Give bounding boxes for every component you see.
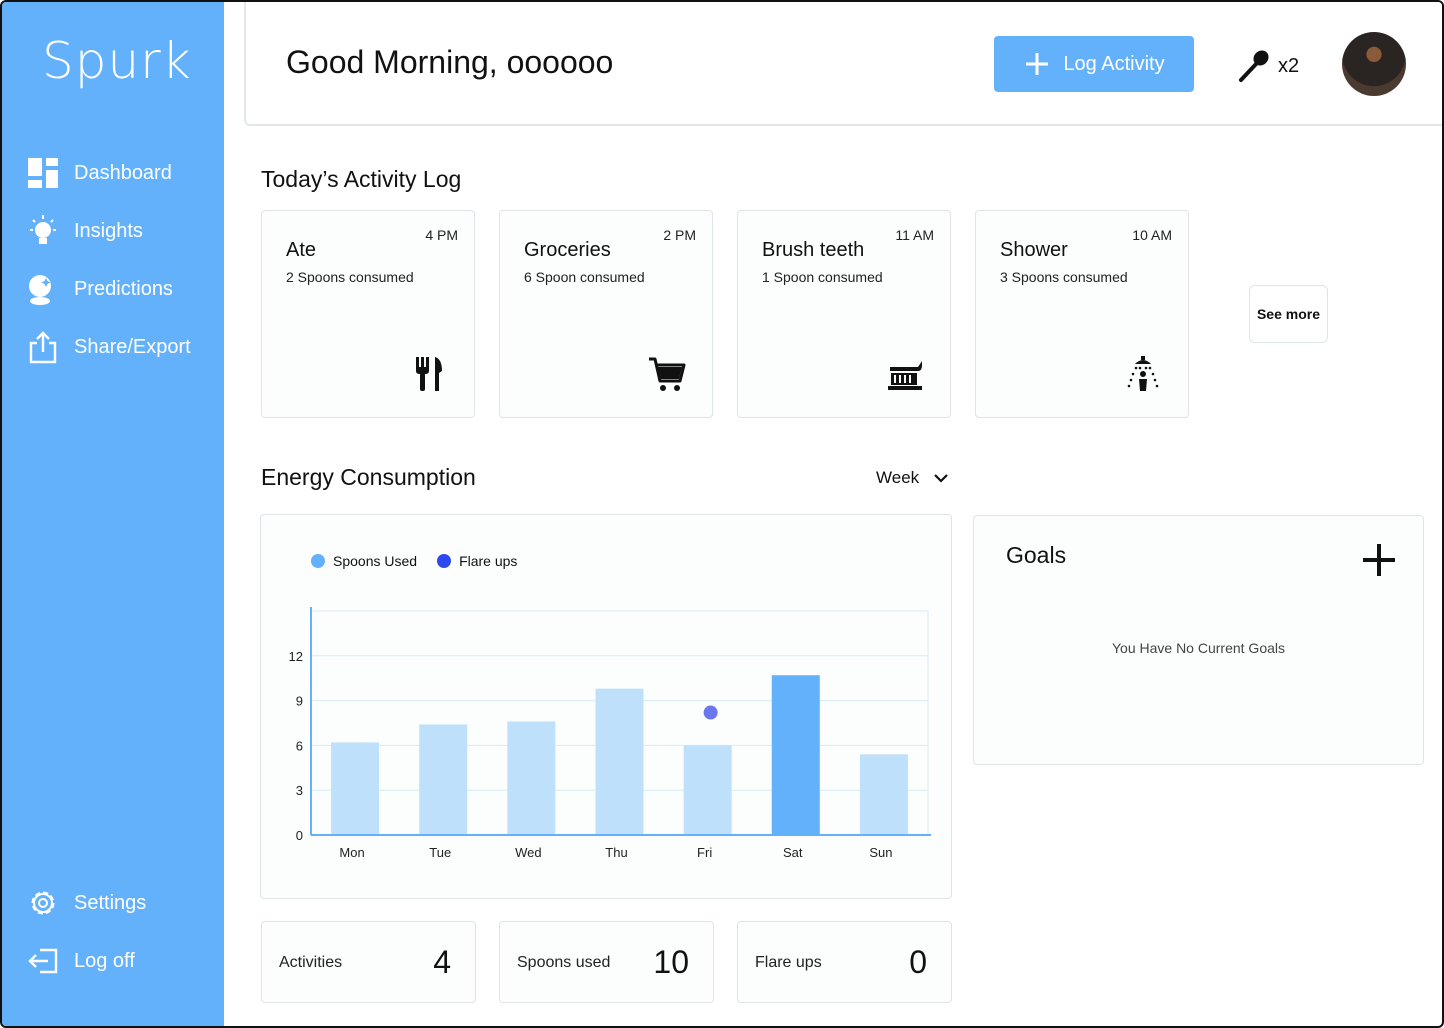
x-tick-label: Wed bbox=[515, 845, 542, 860]
x-tick-label: Sat bbox=[783, 845, 803, 860]
sidebar-item-settings[interactable]: Settings bbox=[26, 886, 146, 920]
activity-spoons: 1 Spoon consumed bbox=[762, 269, 883, 285]
activity-time: 2 PM bbox=[663, 227, 696, 243]
lightbulb-icon bbox=[30, 215, 56, 244]
sidebar-item-share-export[interactable]: Share/Export bbox=[26, 330, 191, 364]
bar-tue bbox=[419, 724, 468, 835]
activity-log-title: Today’s Activity Log bbox=[261, 166, 462, 192]
gear-icon bbox=[31, 891, 55, 915]
goals-title: Goals bbox=[1006, 542, 1067, 568]
bar-thu bbox=[595, 688, 644, 835]
spoon-counter: x2 bbox=[1236, 48, 1299, 84]
bar-sun bbox=[859, 754, 908, 835]
period-dropdown[interactable]: Week bbox=[876, 468, 949, 488]
cart-icon bbox=[649, 357, 686, 391]
sidebar-item-dashboard[interactable]: Dashboard bbox=[26, 156, 172, 190]
greeting: Good Morning, oooooo bbox=[286, 44, 614, 80]
x-tick-label: Sun bbox=[869, 845, 892, 860]
legend-swatch bbox=[437, 554, 452, 568]
sidebar-item-label: Log off bbox=[74, 949, 135, 972]
see-more-button[interactable]: See more bbox=[1249, 285, 1328, 343]
add-goal-button[interactable] bbox=[1359, 540, 1399, 580]
sidebar-item-predictions[interactable]: Predictions bbox=[26, 272, 173, 306]
bar-sat bbox=[771, 675, 820, 835]
sidebar-item-label: Settings bbox=[74, 891, 147, 914]
stat-label: Flare ups bbox=[755, 954, 822, 971]
activity-name: Shower bbox=[1000, 239, 1068, 261]
toothbrush-icon bbox=[888, 361, 922, 390]
goals-empty-text: You Have No Current Goals bbox=[1111, 640, 1286, 656]
energy-chart: 0 3 6 9 12 Mon Tue Wed Thu Fri Sat Sun bbox=[289, 607, 931, 860]
x-tick-label: Mon bbox=[339, 845, 364, 860]
goals-card: Goals You Have No Current Goals bbox=[973, 515, 1424, 765]
legend-label: Spoons Used bbox=[333, 553, 418, 569]
activity-card[interactable]: 10 AM Shower 3 Spoons consumed bbox=[975, 210, 1189, 418]
activity-spoons: 6 Spoon consumed bbox=[524, 269, 645, 285]
stat-activities: Activities 4 bbox=[261, 921, 476, 1003]
sidebar-item-log-off[interactable]: Log off bbox=[26, 944, 135, 978]
legend-item-spoons: Spoons Used bbox=[311, 553, 417, 569]
energy-title: Energy Consumption bbox=[261, 464, 476, 490]
legend-label: Flare ups bbox=[459, 553, 518, 569]
stat-value: 10 bbox=[653, 944, 689, 980]
sidebar-item-label: Dashboard bbox=[74, 161, 172, 184]
x-tick-label: Tue bbox=[429, 845, 451, 860]
chevron-down-icon bbox=[934, 474, 948, 483]
stat-value: 4 bbox=[433, 944, 451, 980]
y-tick-label: 6 bbox=[296, 738, 303, 753]
log-activity-label: Log Activity bbox=[1063, 52, 1165, 75]
app-logo: Spurk bbox=[42, 32, 192, 90]
stat-flare-ups: Flare ups 0 bbox=[737, 921, 952, 1003]
period-label: Week bbox=[876, 468, 920, 487]
activity-spoons: 3 Spoons consumed bbox=[1000, 269, 1128, 285]
stat-spoons-used: Spoons used 10 bbox=[499, 921, 714, 1003]
header-bar: Good Morning, oooooo Log Activity x2 bbox=[244, 2, 1442, 126]
stat-value: 0 bbox=[909, 944, 927, 980]
x-tick-label: Thu bbox=[605, 845, 627, 860]
avatar[interactable] bbox=[1342, 32, 1406, 96]
activity-card[interactable]: 4 PM Ate 2 Spoons consumed bbox=[261, 210, 475, 418]
sidebar-item-insights[interactable]: Insights bbox=[26, 214, 143, 248]
plus-icon bbox=[1026, 53, 1049, 75]
activity-time: 4 PM bbox=[425, 227, 458, 243]
bar-mon bbox=[331, 742, 380, 835]
y-tick-label: 3 bbox=[296, 783, 303, 798]
dashboard-icon bbox=[28, 158, 58, 188]
energy-chart-card: Spoons Used Flare ups 0 3 6 9 12 Mon Tue Wed Thu… bbox=[260, 514, 952, 899]
x-tick-label: Fri bbox=[697, 845, 712, 860]
bar-wed bbox=[507, 721, 556, 835]
activity-name: Groceries bbox=[524, 239, 611, 261]
stat-label: Activities bbox=[279, 954, 343, 971]
chart-legend: Spoons Used Flare ups bbox=[311, 553, 517, 569]
legend-item-flares: Flare ups bbox=[437, 553, 517, 569]
crystal-ball-icon bbox=[29, 275, 51, 305]
sidebar-item-label: Predictions bbox=[74, 277, 173, 300]
activity-card[interactable]: 2 PM Groceries 6 Spoon consumed bbox=[499, 210, 713, 418]
spoon-count: x2 bbox=[1278, 54, 1300, 77]
utensils-icon bbox=[416, 357, 442, 391]
sidebar-item-label: Share/Export bbox=[74, 335, 191, 358]
y-tick-label: 12 bbox=[289, 649, 303, 664]
sidebar: Spurk Dashboard Insights bbox=[2, 2, 224, 1026]
log-activity-button[interactable]: Log Activity bbox=[994, 36, 1194, 92]
activity-time: 10 AM bbox=[1132, 227, 1172, 243]
flare-point-fri bbox=[703, 705, 718, 720]
y-tick-label: 0 bbox=[296, 828, 303, 843]
legend-swatch bbox=[311, 554, 325, 568]
activity-name: Ate bbox=[286, 239, 317, 261]
activity-name: Brush teeth bbox=[762, 239, 865, 261]
share-icon bbox=[29, 331, 57, 364]
y-tick-label: 9 bbox=[296, 694, 303, 709]
activity-time: 11 AM bbox=[895, 227, 934, 243]
activity-card[interactable]: 11 AM Brush teeth 1 Spoon consumed bbox=[737, 210, 951, 418]
spoon-icon bbox=[1239, 50, 1269, 82]
stat-label: Spoons used bbox=[517, 954, 611, 971]
shower-icon bbox=[1127, 356, 1159, 391]
logout-icon bbox=[28, 948, 58, 974]
activity-spoons: 2 Spoons consumed bbox=[286, 269, 414, 285]
bar-fri bbox=[683, 745, 732, 835]
sidebar-item-label: Insights bbox=[74, 219, 143, 242]
